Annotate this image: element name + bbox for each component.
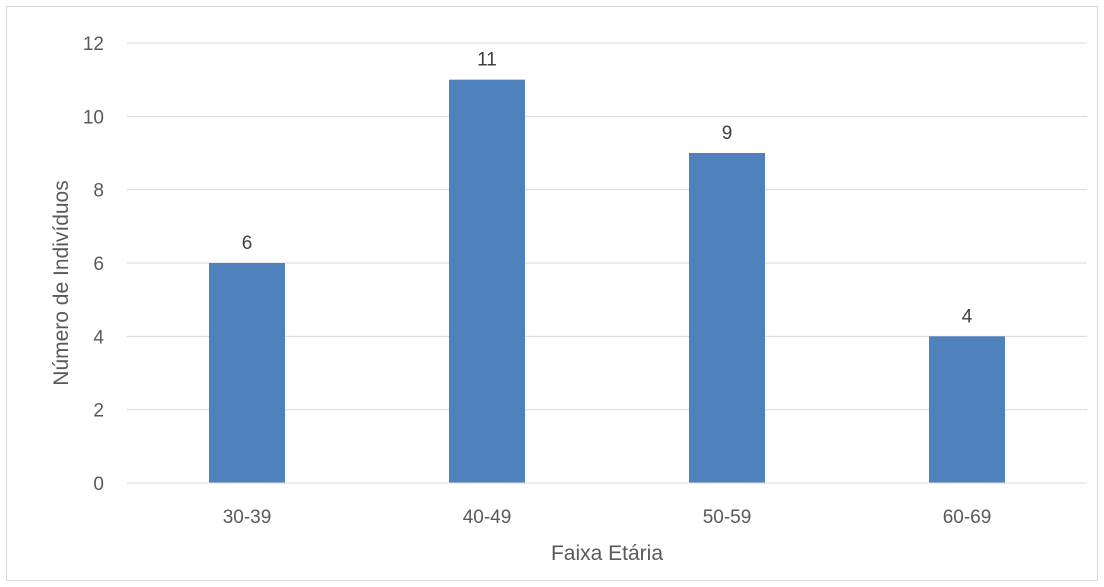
bar-30-39 — [209, 263, 285, 483]
data-labels: 6 11 9 4 — [242, 50, 973, 328]
x-axis-title: Faixa Etária — [551, 542, 663, 565]
y-tick-label: 0 — [93, 474, 104, 495]
y-tick-label: 12 — [83, 34, 104, 55]
y-tick-label: 6 — [93, 254, 104, 275]
bar-50-59 — [689, 153, 765, 483]
data-label-30-39: 6 — [242, 233, 253, 254]
x-tick-label-40-49: 40-49 — [463, 507, 512, 528]
bar-60-69 — [929, 336, 1005, 483]
chart-frame — [6, 6, 1098, 581]
x-axis-ticks: 30-39 40-49 50-59 60-69 — [223, 507, 992, 528]
y-axis-title: Número de Indivíduos — [50, 180, 73, 385]
y-tick-label: 8 — [93, 181, 104, 202]
data-label-60-69: 4 — [962, 306, 973, 327]
y-tick-label: 10 — [83, 107, 104, 128]
x-tick-label-30-39: 30-39 — [223, 507, 272, 528]
y-tick-label: 2 — [93, 401, 104, 422]
x-tick-label-60-69: 60-69 — [943, 507, 992, 528]
data-label-40-49: 11 — [477, 50, 497, 71]
y-axis-ticks: 0 2 4 6 8 10 12 — [83, 34, 105, 495]
gridlines — [127, 42, 1087, 411]
bars — [209, 79, 1005, 484]
bar-40-49 — [449, 79, 525, 484]
data-label-50-59: 9 — [722, 123, 733, 144]
x-tick-label-50-59: 50-59 — [703, 507, 752, 528]
y-tick-label: 4 — [93, 327, 104, 348]
